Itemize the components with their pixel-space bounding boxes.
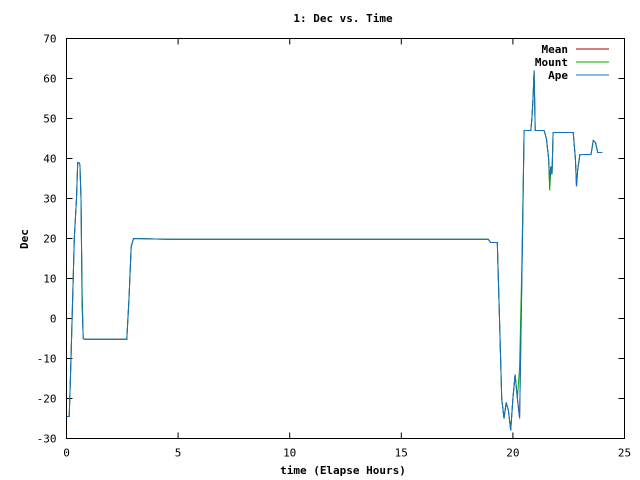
x-tick-label: 15	[395, 447, 408, 460]
x-tick-label: 20	[506, 447, 519, 460]
legend-label-ape: Ape	[548, 69, 568, 82]
x-tick-label: 0	[63, 447, 70, 460]
plot-frame	[66, 38, 625, 439]
x-tick-label: 5	[175, 447, 182, 460]
y-tick-label: 40	[43, 153, 56, 166]
series-lines	[66, 70, 603, 431]
y-tick-label: -10	[37, 353, 57, 366]
y-tick-label: -20	[37, 393, 57, 406]
y-tick-label: 60	[43, 73, 56, 86]
x-tick-label: 25	[618, 447, 631, 460]
x-axis-label: time (Elapse Hours)	[280, 464, 406, 477]
y-tick-label: 70	[43, 33, 56, 46]
y-axis-label: Dec	[18, 229, 31, 249]
series-line-ape	[66, 70, 603, 431]
y-tick-label: 0	[50, 313, 57, 326]
tick-labels: 0 5 10 15 20 25 -30 -20 -10 0 10 20 30 40 50 60 70	[37, 33, 632, 460]
y-tick-label: 20	[43, 233, 56, 246]
legend-label-mean: Mean	[542, 43, 569, 56]
y-tick-label: 10	[43, 273, 56, 286]
y-tick-label: 50	[43, 113, 56, 126]
legend-label-mount: Mount	[535, 56, 568, 69]
x-tick-label: 10	[283, 447, 296, 460]
y-tick-label: -30	[37, 433, 57, 446]
y-tick-label: 30	[43, 193, 56, 206]
chart-title: 1: Dec vs. Time	[293, 12, 393, 25]
